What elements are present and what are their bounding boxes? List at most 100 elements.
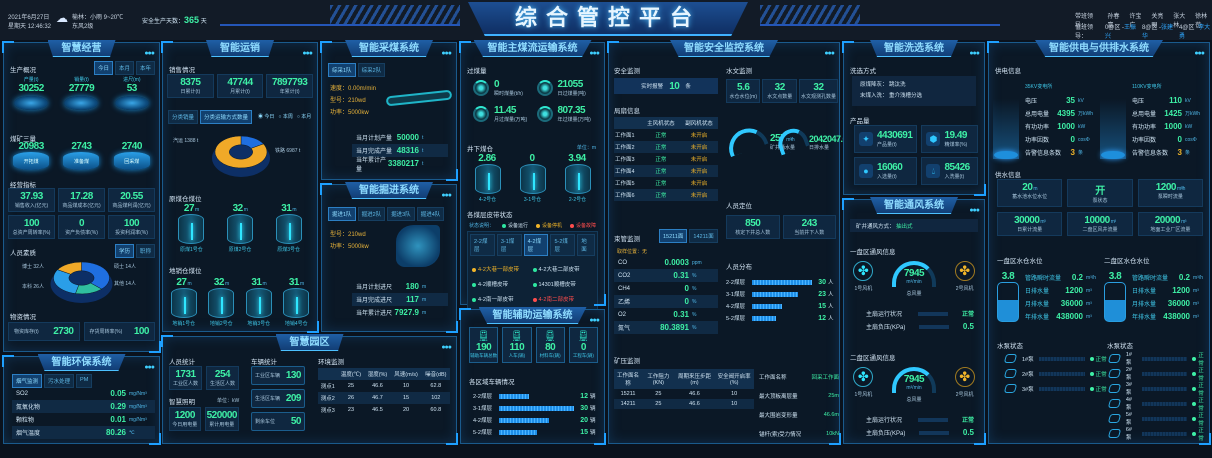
row-value: 0.29	[110, 402, 126, 411]
tab[interactable]: 掘进2队	[358, 207, 386, 221]
more-icon[interactable]: ●●●	[969, 207, 979, 214]
tab[interactable]: 学历	[115, 244, 134, 258]
column-header: 噪音(dB)	[422, 368, 450, 380]
belt-label: 4-2大巷一部皮带	[478, 267, 519, 273]
radio-label: 本周	[283, 114, 293, 120]
belt-status-item: 4-2顺槽皮带	[472, 280, 533, 288]
more-icon[interactable]: ●●●	[824, 50, 834, 57]
tab[interactable]: 本月	[115, 61, 134, 75]
more-icon[interactable]: ●●●	[589, 50, 599, 57]
more-icon[interactable]: ●●●	[1194, 50, 1204, 57]
tab[interactable]: 掘进4队	[417, 207, 445, 221]
tab[interactable]: 综采1队	[328, 63, 356, 77]
panel-title: 智能主煤流运输系统	[474, 40, 592, 57]
bin-unit: m	[225, 281, 229, 287]
row-unit: ppm	[692, 260, 714, 266]
tab[interactable]: 5-2煤层	[550, 234, 575, 256]
bar-label: 3-1煤层	[473, 404, 499, 412]
tab[interactable]: 4-2煤层	[524, 234, 549, 256]
pump-status: 2#泵正常	[1005, 366, 1107, 381]
pump-label: 3#泵	[1126, 382, 1137, 396]
belt-status-item: 设备停机	[536, 222, 562, 229]
staff-pie-chart	[49, 257, 114, 305]
more-icon[interactable]: ●●●	[441, 192, 451, 199]
tab[interactable]: 分类销量	[168, 110, 198, 124]
panel-title: 智慧园区	[276, 334, 344, 351]
tab[interactable]: 3-1煤层	[497, 234, 522, 256]
mode-row: 末煤入洗： 重介浅槽分选	[860, 91, 968, 102]
tab[interactable]: PM	[76, 374, 92, 388]
radio-option[interactable]: ◉ 今日	[258, 113, 274, 120]
stat-box: 物资库存(t)2730	[8, 322, 80, 341]
tab[interactable]: 职称	[136, 244, 155, 258]
tab[interactable]: 掘进1队	[328, 207, 356, 221]
info-value: 46.6m	[824, 412, 839, 418]
pump-label: 4#泵	[1126, 397, 1137, 411]
radio-option[interactable]: ○ 本月	[297, 113, 311, 120]
row-value: 3380217	[388, 159, 419, 168]
stat-value: 850	[745, 218, 760, 229]
tab[interactable]: 烟气监测	[12, 374, 42, 388]
tab[interactable]: 2-2煤层	[470, 234, 495, 256]
row-unit: m³	[1193, 314, 1207, 320]
column-header: 副风机状态	[680, 117, 718, 129]
tab[interactable]: 15211面	[659, 229, 687, 243]
stat-label: 月累计(t)	[219, 88, 262, 95]
more-icon[interactable]: ●●●	[144, 364, 154, 371]
stat-label: 工业区人数	[171, 380, 200, 387]
more-icon[interactable]: ●●●	[144, 50, 154, 57]
row-label: 电压	[1132, 96, 1169, 105]
tab[interactable]: 14211面	[689, 229, 717, 243]
radio-option[interactable]: ○ 本周	[278, 113, 292, 120]
stat-value: 0	[79, 218, 84, 229]
stat-label: 年累计(t)	[268, 88, 311, 95]
gauge-icon	[537, 80, 553, 96]
table-cell: 10	[391, 380, 422, 392]
section-title: 井下煤仓	[467, 143, 493, 153]
tab[interactable]: 分类运输方式数量	[200, 110, 252, 124]
table-cell: 正常	[642, 177, 680, 189]
tab[interactable]: 污水处理	[44, 374, 74, 388]
more-icon[interactable]: ●●●	[302, 50, 312, 57]
section-title: 水泵状态	[1107, 340, 1133, 350]
safety-days-label: 安全生产天数：	[142, 19, 184, 25]
more-icon[interactable]: ●●●	[441, 50, 451, 57]
tab[interactable]: 地面	[577, 234, 595, 256]
header-line	[220, 24, 460, 26]
wind: 东风2级	[72, 21, 93, 30]
drum-icon: 开拓煤	[13, 152, 49, 170]
section-title: 供水信息	[995, 169, 1021, 179]
stat-value: 807.35	[558, 105, 591, 116]
stat-label: 二盘区风井流量	[1069, 226, 1130, 233]
tab[interactable]: 本年	[136, 61, 155, 75]
more-icon[interactable]: ●●●	[589, 317, 599, 324]
more-icon[interactable]: ●●●	[441, 344, 451, 351]
tab[interactable]: 掘进3队	[387, 207, 415, 221]
row-value: 80.26	[106, 428, 126, 437]
column-header: 安全阀开启率(%)	[714, 369, 754, 389]
more-icon[interactable]: ●●●	[969, 50, 979, 57]
header: 2021年6月27日 星期天 12:46:32 ☁ 榆林：小雨 9~20℃ 东风…	[0, 0, 1212, 40]
tab[interactable]: 今日	[94, 61, 113, 75]
tab[interactable]: 综采2队	[358, 63, 386, 77]
mining-tabs: 综采1队综采2队	[328, 63, 385, 77]
